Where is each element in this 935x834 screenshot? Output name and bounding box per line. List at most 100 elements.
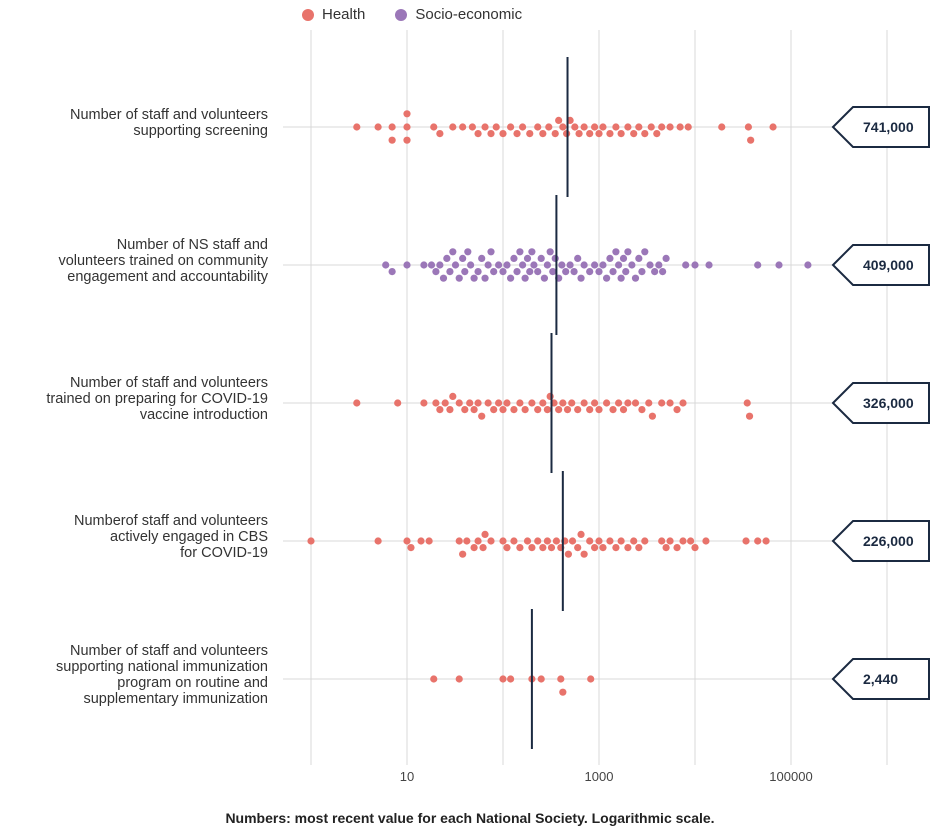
data-point [436,130,444,138]
data-point [516,399,524,407]
data-point [394,399,402,407]
data-point [449,392,457,400]
chart-caption: Numbers: most recent value for each Nati… [225,810,715,826]
data-point [552,537,561,545]
data-point [762,537,770,545]
data-point [742,537,750,545]
data-point [595,537,603,545]
data-point [702,537,710,545]
data-point [403,110,411,118]
data-point [617,130,625,138]
data-point [558,261,566,269]
total-callout [831,382,930,424]
data-point [743,399,751,407]
data-point [647,123,655,131]
data-point [432,399,440,407]
x-tick-label: 10 [400,769,414,784]
data-point [503,399,511,407]
data-point [586,268,594,276]
legend-item-health[interactable]: Health [302,6,365,23]
data-point [545,123,553,131]
data-point [603,399,611,407]
data-point [510,537,518,545]
data-point [432,268,440,276]
data-point [503,544,511,552]
data-point [684,123,692,131]
category-label-line: program on routine and [117,675,268,691]
category-label: Number of staff and volunteers trained on… [46,375,268,423]
data-point [574,254,582,262]
data-point [591,399,599,407]
data-point [534,123,542,131]
total-callout [831,244,930,286]
data-point [568,399,576,407]
data-point [470,544,478,552]
data-point [499,268,507,276]
data-point [658,537,666,545]
data-point [530,261,538,269]
data-point [555,406,563,414]
data-point [521,274,529,282]
data-point [559,688,567,696]
data-point [679,399,687,407]
data-point [666,537,674,545]
data-point [577,530,585,539]
data-point [673,406,681,414]
data-point [543,537,551,545]
category-label-line: actively engaged in CBS [110,529,268,545]
data-point [577,274,585,282]
data-point [546,248,554,256]
data-point [507,675,515,683]
legend-socio-economic-label: Socio-economic [415,6,523,23]
data-point [455,675,463,683]
category-label-line: Number of staff and volunteers [69,643,268,659]
data-point [609,268,617,276]
data-point [403,123,411,131]
legend-item-socio-economic[interactable]: Socio-economic [395,6,522,23]
data-point [449,123,457,131]
data-point [466,399,474,407]
category-label-line: engagement and accountability [67,269,268,285]
data-point [546,392,554,400]
data-point [407,544,415,552]
total-value: 226,000 [863,533,914,549]
data-point [417,537,425,545]
data-point [648,412,657,420]
data-point [631,399,640,407]
data-point [513,268,521,276]
data-point [624,248,632,256]
total-callout [831,520,930,562]
data-point [499,130,507,138]
data-point [507,123,515,131]
data-point [619,406,628,414]
data-point [666,399,674,407]
data-point [622,268,630,276]
data-point [599,544,607,552]
data-point [559,123,567,131]
data-point [635,123,643,131]
data-point [510,406,518,414]
data-point [587,675,595,683]
data-point [606,254,614,262]
data-point [564,550,572,558]
data-point [510,254,518,262]
data-point [619,254,628,262]
data-point [526,268,534,276]
data-point [430,123,438,131]
data-point [591,123,599,131]
data-point [804,261,812,269]
data-point [353,123,361,131]
data-point [571,123,579,131]
data-point [612,544,620,552]
data-point [586,406,594,414]
total-value: 741,000 [863,119,914,135]
data-point [630,130,638,138]
data-point [403,136,411,144]
data-point [662,254,670,262]
data-point [443,254,451,262]
data-point [638,268,646,276]
category-label-line: Number of NS staff and [116,237,268,253]
data-point [461,268,469,276]
x-tick-label: 100000 [769,769,812,784]
category-label-line: vaccine introduction [139,407,268,423]
